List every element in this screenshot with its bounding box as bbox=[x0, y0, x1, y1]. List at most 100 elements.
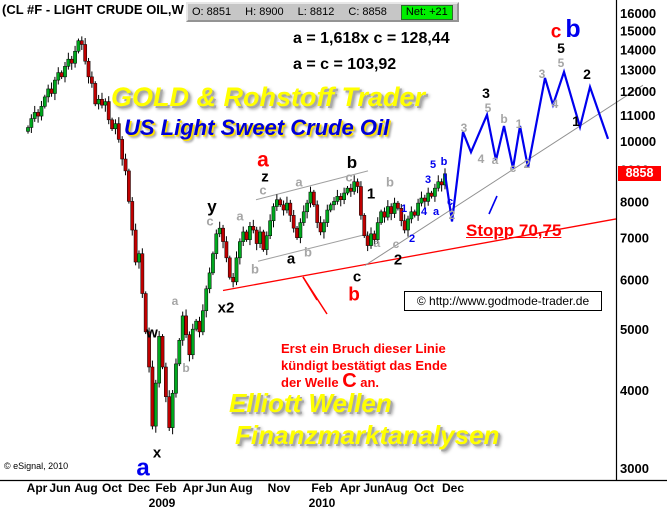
candle-body bbox=[342, 192, 346, 200]
ohlc-quote-box: O: 8851 H: 8900 L: 8812 C: 8858 Net: +21 bbox=[186, 2, 459, 22]
x-axis-tick: Jun bbox=[205, 481, 226, 495]
wave-label: b bbox=[348, 285, 360, 306]
candle-body bbox=[42, 96, 47, 107]
blue-tick-mark bbox=[488, 195, 498, 215]
candle-body bbox=[133, 229, 138, 263]
candle-body bbox=[412, 211, 417, 216]
wave-label: 2 bbox=[409, 233, 415, 245]
candle-body bbox=[278, 199, 283, 206]
open-value: O: 8851 bbox=[192, 6, 232, 18]
candle-body bbox=[291, 215, 296, 229]
wave-target-equation-1: a = 1,618x c = 128,44 bbox=[293, 30, 450, 47]
x-axis-tick: Aug bbox=[229, 481, 252, 495]
candle-body bbox=[396, 202, 400, 209]
candle-body bbox=[305, 202, 309, 213]
wave-label: 3 bbox=[539, 67, 546, 81]
wave-label: c bbox=[353, 268, 361, 285]
candle-body bbox=[143, 293, 148, 333]
x-axis-tick: Nov bbox=[268, 481, 291, 495]
candle-body bbox=[83, 44, 88, 62]
y-axis-tick: 14000 bbox=[620, 42, 656, 57]
candle-body bbox=[177, 339, 182, 365]
candle-body bbox=[174, 363, 178, 394]
wave-label: a bbox=[492, 153, 499, 167]
x-axis-tick: Jun bbox=[49, 481, 70, 495]
wave-label: 3 bbox=[482, 85, 490, 101]
candle-body bbox=[436, 181, 441, 189]
candle-body bbox=[137, 253, 141, 263]
wave-label: c bbox=[551, 22, 562, 43]
red-arrow-stroke-2 bbox=[302, 276, 318, 301]
y-axis-tick: 16000 bbox=[620, 6, 656, 21]
wave-label: y bbox=[207, 197, 217, 216]
candle-body bbox=[187, 334, 192, 356]
watermark-line-2: Finanzmarktanalysen bbox=[235, 420, 500, 450]
candle-body bbox=[26, 127, 30, 132]
candle-body bbox=[355, 181, 360, 187]
candle-body bbox=[116, 123, 121, 140]
candle-body bbox=[379, 211, 383, 223]
candle-body bbox=[184, 315, 188, 335]
candle-body bbox=[332, 201, 336, 206]
candle-body bbox=[359, 186, 363, 216]
watermark-line-1: Elliott Wellen bbox=[229, 388, 392, 418]
candle-body bbox=[164, 366, 168, 397]
wave-label: x bbox=[153, 444, 162, 461]
candle-body bbox=[63, 66, 67, 78]
candle-body bbox=[90, 76, 94, 84]
wave-label: 1 bbox=[572, 113, 580, 129]
candle-body bbox=[160, 336, 165, 368]
gray-trendline-long bbox=[364, 84, 644, 266]
y-axis-tick: 11000 bbox=[620, 108, 655, 123]
close-value: C: 8858 bbox=[348, 6, 387, 18]
candle-body bbox=[113, 123, 118, 130]
candle-body bbox=[211, 253, 215, 274]
stop-level-label: Stopp 70,75 bbox=[466, 221, 562, 240]
candle-body bbox=[416, 202, 420, 216]
high-value: H: 8900 bbox=[245, 6, 284, 18]
wave-label: 3 bbox=[425, 174, 431, 186]
wave-label: 1 bbox=[367, 185, 375, 202]
y-axis-tick: 7000 bbox=[620, 231, 649, 246]
candle-body bbox=[29, 118, 34, 128]
candle-body bbox=[96, 98, 101, 105]
candle-body bbox=[110, 119, 114, 130]
candle-body bbox=[214, 233, 219, 254]
candle-body bbox=[79, 40, 84, 45]
candle-body bbox=[39, 106, 44, 117]
candle-body bbox=[170, 392, 175, 428]
x-axis-tick: Aug bbox=[384, 481, 407, 495]
wave-label: b bbox=[182, 361, 189, 375]
wave-label: a bbox=[172, 294, 179, 308]
wave-label: c bbox=[345, 170, 352, 185]
candle-body bbox=[375, 222, 380, 240]
wave-label: a bbox=[433, 206, 440, 218]
candle-body bbox=[318, 222, 323, 233]
candle-body bbox=[322, 222, 326, 233]
candle-body bbox=[335, 196, 340, 202]
candle-body bbox=[194, 320, 198, 330]
wave-label: a bbox=[257, 148, 269, 171]
wave-label: b bbox=[304, 245, 312, 260]
wave-label: 5 bbox=[485, 101, 492, 115]
candle-body bbox=[56, 72, 61, 81]
wave-label: a bbox=[236, 209, 244, 224]
wave-label: 1 bbox=[516, 117, 523, 131]
y-axis-tick: 10000 bbox=[620, 134, 656, 149]
candle-body bbox=[254, 229, 259, 244]
wave-label: 5 bbox=[558, 56, 565, 70]
candle-body bbox=[419, 197, 424, 204]
candle-body bbox=[271, 206, 276, 222]
candle-body bbox=[167, 396, 172, 428]
break-note-line-1: Erst ein Bruch dieser Linie bbox=[281, 341, 446, 356]
wave-label: w bbox=[145, 324, 158, 341]
candle-body bbox=[258, 231, 262, 244]
candle-body bbox=[439, 181, 444, 186]
wave-label: c bbox=[259, 183, 266, 198]
candle-body bbox=[140, 253, 145, 294]
candle-body bbox=[103, 101, 108, 106]
x-axis-tick: Apr bbox=[340, 481, 361, 495]
candle-body bbox=[150, 366, 155, 427]
wave-label: b bbox=[251, 262, 259, 277]
